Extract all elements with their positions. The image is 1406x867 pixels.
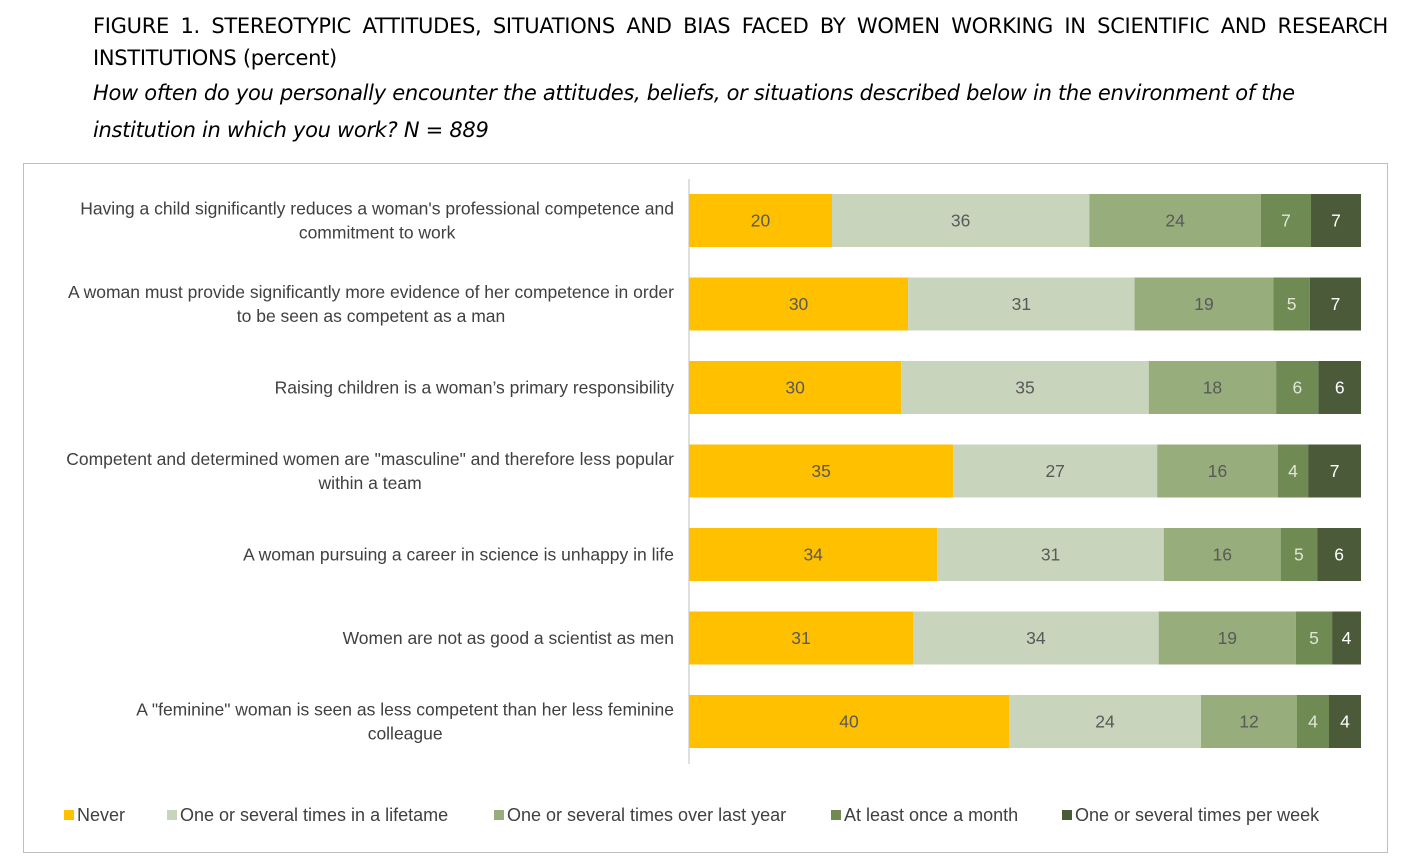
bar-segment bbox=[1317, 528, 1361, 581]
bar-segment bbox=[901, 361, 1149, 414]
category-label: Women are not as good a scientist as men bbox=[343, 628, 674, 648]
bar-segment bbox=[1260, 194, 1311, 247]
data-label: 16 bbox=[1208, 461, 1227, 481]
data-label: 30 bbox=[785, 378, 805, 398]
bar-segment bbox=[689, 361, 902, 414]
legend-swatch bbox=[167, 810, 177, 820]
chart-frame: Having a child significantly reduces a w… bbox=[23, 163, 1388, 853]
data-label: 24 bbox=[1095, 712, 1115, 732]
data-label: 31 bbox=[791, 628, 810, 648]
category-label: Competent and determined women are "masc… bbox=[66, 449, 674, 493]
data-label: 7 bbox=[1331, 211, 1341, 231]
bar-segment bbox=[1089, 194, 1261, 247]
bar-segment bbox=[1332, 611, 1361, 665]
data-label: 24 bbox=[1165, 211, 1185, 231]
bar-segment bbox=[1201, 695, 1297, 748]
bar-segment bbox=[1297, 695, 1329, 748]
bar-segment bbox=[689, 528, 938, 581]
data-label: 4 bbox=[1308, 712, 1318, 732]
legend-swatch bbox=[494, 810, 504, 820]
data-label: 31 bbox=[1012, 294, 1031, 314]
legend-label: At least once a month bbox=[844, 805, 1018, 825]
bar-segment bbox=[937, 528, 1164, 581]
legend: Never One or several times in a lifetame O… bbox=[64, 805, 1320, 825]
bars: 20 36 24 7 7 30 31 19 5 7 30 35 18 6 6 35 27 16 4 7 34 31 16 5 6… bbox=[689, 194, 1361, 748]
data-label: 6 bbox=[1335, 378, 1345, 398]
data-label: 4 bbox=[1288, 461, 1298, 481]
bar-segment bbox=[689, 444, 954, 498]
data-label: 4 bbox=[1340, 712, 1350, 732]
bar-segment bbox=[908, 277, 1135, 331]
data-label: 7 bbox=[1281, 211, 1291, 231]
bar-segment bbox=[1276, 361, 1319, 414]
stacked-bar-chart: Having a child significantly reduces a w… bbox=[64, 179, 1361, 825]
legend-swatch bbox=[64, 810, 74, 820]
data-label: 6 bbox=[1292, 378, 1302, 398]
bar-segment bbox=[1148, 361, 1277, 414]
data-label: 36 bbox=[951, 211, 970, 231]
data-label: 4 bbox=[1342, 628, 1352, 648]
data-label: 35 bbox=[811, 461, 830, 481]
category-labels: Having a child significantly reduces a w… bbox=[66, 199, 674, 744]
data-label: 40 bbox=[839, 712, 859, 732]
bar-segment bbox=[1163, 528, 1281, 581]
data-label: 20 bbox=[751, 211, 771, 231]
data-label: 30 bbox=[789, 294, 809, 314]
data-label: 7 bbox=[1330, 461, 1340, 481]
bar-segment bbox=[689, 611, 913, 665]
bar-segment bbox=[1309, 277, 1361, 331]
data-label: 5 bbox=[1309, 628, 1319, 648]
bar-segment bbox=[913, 611, 1159, 665]
bar-segment bbox=[689, 277, 909, 331]
data-label: 6 bbox=[1334, 545, 1344, 565]
category-label: A "feminine" woman is seen as less compe… bbox=[136, 700, 674, 744]
category-label: Having a child significantly reduces a w… bbox=[80, 199, 674, 243]
bar-segment bbox=[1329, 695, 1361, 748]
legend-label: One or several times per week bbox=[1075, 805, 1320, 825]
bar-segment bbox=[1310, 194, 1361, 247]
bar-segment bbox=[1273, 277, 1310, 331]
data-label: 7 bbox=[1331, 294, 1341, 314]
bar-segment bbox=[1009, 695, 1201, 748]
bar-segment bbox=[1277, 444, 1309, 498]
data-label: 19 bbox=[1194, 294, 1213, 314]
category-label: A woman pursuing a career in science is … bbox=[243, 545, 674, 565]
data-label: 12 bbox=[1239, 712, 1258, 732]
data-label: 35 bbox=[1015, 378, 1034, 398]
bar-segment bbox=[1157, 444, 1278, 498]
data-label: 19 bbox=[1218, 628, 1237, 648]
data-label: 5 bbox=[1287, 294, 1297, 314]
bar-segment bbox=[1308, 444, 1361, 498]
data-label: 27 bbox=[1045, 461, 1064, 481]
legend-label: One or several times over last year bbox=[507, 805, 786, 825]
legend-label: Never bbox=[77, 805, 125, 825]
bar-segment bbox=[831, 194, 1090, 247]
legend-label: One or several times in a lifetame bbox=[180, 805, 448, 825]
bar-segment bbox=[689, 194, 832, 247]
bar-segment bbox=[1318, 361, 1361, 414]
data-label: 34 bbox=[1026, 628, 1046, 648]
legend-swatch bbox=[1062, 810, 1072, 820]
data-label: 5 bbox=[1294, 545, 1304, 565]
bar-segment bbox=[1280, 528, 1318, 581]
legend-swatch bbox=[831, 810, 841, 820]
category-label: Raising children is a woman’s primary re… bbox=[275, 378, 675, 398]
bar-segment bbox=[953, 444, 1158, 498]
bar-segment bbox=[1158, 611, 1296, 665]
figure-subtitle: How often do you personally encounter th… bbox=[93, 81, 1295, 142]
data-label: 16 bbox=[1212, 545, 1231, 565]
bar-segment bbox=[1295, 611, 1333, 665]
figure-title: FIGURE 1. STEREOTYPIC ATTITUDES, SITUATI… bbox=[93, 14, 1388, 70]
data-label: 18 bbox=[1203, 378, 1222, 398]
data-label: 34 bbox=[803, 545, 823, 565]
category-label: A woman must provide significantly more … bbox=[68, 282, 674, 326]
bar-segment bbox=[1134, 277, 1274, 331]
data-label: 31 bbox=[1041, 545, 1060, 565]
bar-segment bbox=[689, 695, 1009, 748]
